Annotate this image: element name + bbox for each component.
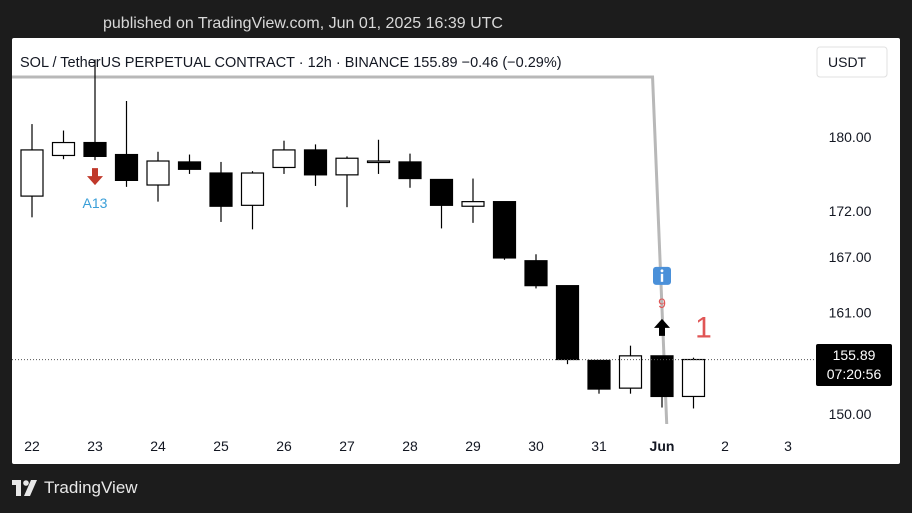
overlay-layer xyxy=(12,75,669,425)
candle-body xyxy=(303,149,328,176)
candle[interactable] xyxy=(618,345,643,394)
last-price-tag: 155.89 07:20:56 xyxy=(816,344,892,386)
candle-body xyxy=(650,355,674,398)
candle-countdown: 07:20:56 xyxy=(827,366,882,382)
chart-panel[interactable]: A13 9 1 SOL / TetherUS PERPETUAL CONTRACT … xyxy=(12,38,900,464)
candle-body xyxy=(429,178,454,206)
buy-signal-count: 9 xyxy=(658,295,666,311)
candle-body xyxy=(555,285,580,361)
x-tick-label: 26 xyxy=(276,438,292,454)
candle[interactable] xyxy=(114,100,139,187)
candle[interactable] xyxy=(650,355,674,408)
last-price-value: 155.89 xyxy=(833,347,876,363)
candle-body xyxy=(114,153,139,181)
candle-body xyxy=(366,160,391,164)
candle[interactable] xyxy=(146,151,170,202)
candle-body xyxy=(240,172,265,206)
candles-layer xyxy=(20,59,706,409)
y-tick-label: 150.00 xyxy=(829,406,872,422)
info-icon[interactable] xyxy=(653,266,671,285)
candle[interactable] xyxy=(587,359,611,394)
candle-body xyxy=(524,260,548,287)
candle-body xyxy=(272,149,296,169)
candle[interactable] xyxy=(20,124,44,218)
x-tick-label: 3 xyxy=(784,438,792,454)
currency-label: USDT xyxy=(828,54,867,70)
chart-title: SOL / TetherUS PERPETUAL CONTRACT · 12h … xyxy=(20,55,562,71)
x-tick-label: 2 xyxy=(721,438,729,454)
candle[interactable] xyxy=(51,130,76,160)
candle[interactable] xyxy=(272,140,296,174)
candle-body xyxy=(618,355,643,389)
candle[interactable] xyxy=(398,153,422,188)
markers-layer: A13 9 1 xyxy=(83,168,712,345)
chart-last-price: 155.89 xyxy=(413,55,461,71)
published-caption: published on TradingView.com, Jun 01, 20… xyxy=(103,15,503,32)
y-tick-label: 161.00 xyxy=(829,304,872,320)
x-axis: 22 23 24 25 26 27 28 29 30 31 Jun 2 3 xyxy=(24,438,792,454)
candle-body xyxy=(177,161,202,170)
tradingview-logo-icon xyxy=(12,480,37,496)
candle[interactable] xyxy=(524,254,548,289)
tradingview-footer[interactable]: TradingView xyxy=(12,478,138,498)
candle-body xyxy=(681,358,706,398)
candle-body xyxy=(209,172,233,207)
candle-body xyxy=(461,201,485,207)
sell-signal-label: A13 xyxy=(83,195,108,211)
currency-button[interactable]: USDT xyxy=(816,46,888,78)
y-axis: 180.00 172.00 167.00 161.00 150.00 xyxy=(829,129,872,422)
x-tick-label: 23 xyxy=(87,438,103,454)
x-tick-label: Jun xyxy=(650,438,675,454)
candle-body xyxy=(20,149,44,197)
candle[interactable] xyxy=(303,144,328,186)
sell-arrow-icon xyxy=(87,168,103,186)
x-tick-label: 24 xyxy=(150,438,166,454)
x-tick-label: 28 xyxy=(402,438,418,454)
candle[interactable] xyxy=(555,285,580,365)
candlestick-chart[interactable]: A13 9 1 SOL / TetherUS PERPETUAL CONTRACT … xyxy=(12,38,900,464)
candle[interactable] xyxy=(429,178,454,229)
chart-change: −0.46 (−0.29%) xyxy=(462,55,562,71)
candle-body xyxy=(398,161,422,180)
candle-body xyxy=(146,160,170,186)
candle[interactable] xyxy=(177,154,202,174)
candle[interactable] xyxy=(83,59,107,161)
candle[interactable] xyxy=(492,201,517,260)
candle-body xyxy=(335,157,359,176)
overlay-trend-line xyxy=(12,75,669,425)
candle-body xyxy=(587,359,611,390)
tradingview-brand: TradingView xyxy=(44,478,138,497)
y-tick-label: 172.00 xyxy=(829,203,872,219)
buy-arrow-icon xyxy=(654,318,670,336)
x-tick-label: 31 xyxy=(591,438,607,454)
candle-body xyxy=(492,201,517,259)
x-tick-label: 27 xyxy=(339,438,355,454)
candle-body xyxy=(51,141,76,157)
candle[interactable] xyxy=(461,178,485,223)
candle[interactable] xyxy=(335,156,359,208)
candle-body xyxy=(83,141,107,157)
x-tick-label: 30 xyxy=(528,438,544,454)
chart-title-text: SOL / TetherUS PERPETUAL CONTRACT · 12h … xyxy=(20,55,413,71)
candle[interactable] xyxy=(240,171,265,230)
candle[interactable] xyxy=(366,139,391,174)
candle[interactable] xyxy=(209,161,233,222)
x-tick-label: 22 xyxy=(24,438,40,454)
y-tick-label: 167.00 xyxy=(829,249,872,265)
x-tick-label: 25 xyxy=(213,438,229,454)
x-tick-label: 29 xyxy=(465,438,481,454)
setup-count-label: 1 xyxy=(695,312,712,345)
candle[interactable] xyxy=(681,357,706,409)
y-tick-label: 180.00 xyxy=(829,129,872,145)
